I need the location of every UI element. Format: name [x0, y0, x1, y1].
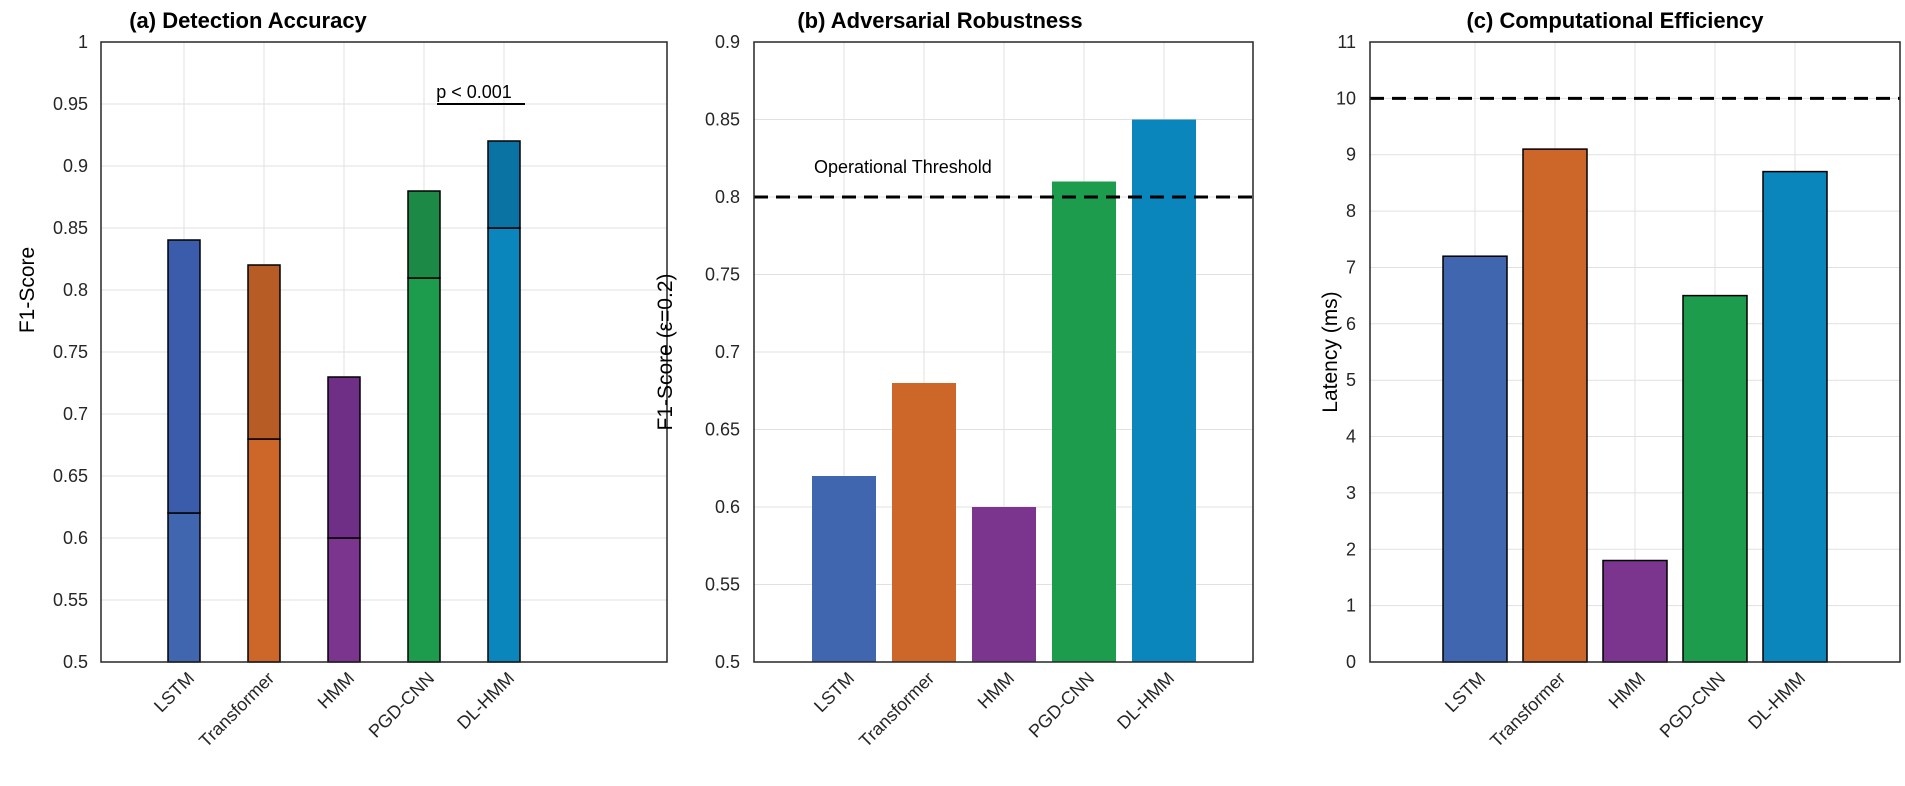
x-tick-label: PGD-CNN [1025, 668, 1099, 742]
y-tick-label: 1 [1346, 596, 1356, 616]
panel-a-ylabel: F1-Score [16, 247, 39, 333]
bar-pgd-cnn [1682, 294, 1748, 663]
y-tick-label: 2 [1346, 539, 1356, 559]
y-tick-label: 0.85 [53, 218, 88, 238]
panel-b-bars [812, 119, 1196, 662]
y-tick-label: 1 [78, 32, 88, 52]
bar-dl-hmm [1762, 170, 1828, 663]
reference-line-label: Operational Threshold [814, 157, 992, 177]
bar-pgd-cnn [1052, 181, 1116, 662]
panel-a-axes-box [100, 41, 668, 663]
x-tick-label: HMM [1605, 668, 1650, 713]
y-tick-label: 0.7 [715, 342, 740, 362]
y-tick-label: 0.65 [53, 466, 88, 486]
y-tick-label: 0.75 [705, 265, 740, 285]
y-tick-label: 5 [1346, 370, 1356, 390]
panel-b-title: (b) Adversarial Robustness [797, 8, 1082, 33]
bar-hmm-improvement [327, 376, 361, 539]
x-tick-label: HMM [974, 668, 1019, 713]
y-tick-label: 0 [1346, 652, 1356, 672]
panel-c-title: (c) Computational Efficiency [1466, 8, 1764, 33]
bar-dl-hmm-base [487, 227, 521, 663]
x-tick-label: Transformer [855, 668, 938, 751]
bar-transformer-improvement [247, 264, 281, 440]
y-tick-label: 0.8 [715, 187, 740, 207]
x-tick-label: LSTM [1441, 668, 1489, 716]
panel-a-ticks: 0.5 0.55 0.6 0.65 0.7 0.75 0.8 0.85 0.9 … [53, 32, 518, 751]
x-tick-label: PGD-CNN [1656, 668, 1730, 742]
panel-adversarial-robustness: (b) Adversarial Robustness F1-Score (ε=0… [654, 8, 1254, 751]
y-tick-label: 0.7 [63, 404, 88, 424]
panel-c-ylabel: Latency (ms) [1319, 291, 1342, 412]
bar-transformer [892, 383, 956, 662]
y-tick-label: 8 [1346, 201, 1356, 221]
panel-detection-accuracy: (a) Detection Accuracy F1-Score [16, 8, 668, 751]
x-tick-label: Transformer [1486, 668, 1569, 751]
significance-label: p < 0.001 [436, 82, 512, 102]
y-tick-label: 7 [1346, 258, 1356, 278]
panel-c-axes-box [1369, 41, 1901, 663]
panel-b-axes-box [753, 41, 1254, 663]
bar-dl-hmm [1132, 119, 1196, 662]
panel-b-ylabel: F1-Score (ε=0.2) [654, 274, 677, 431]
panel-c-bars [1442, 148, 1828, 663]
y-tick-label: 0.55 [705, 575, 740, 595]
bar-lstm [1442, 255, 1508, 663]
y-tick-label: 0.6 [63, 528, 88, 548]
y-tick-label: 0.85 [705, 110, 740, 130]
y-tick-label: 0.5 [63, 652, 88, 672]
x-tick-label: LSTM [810, 668, 858, 716]
bar-lstm-base [167, 512, 201, 663]
bar-pgd-cnn-improvement [407, 190, 441, 279]
bar-hmm [1602, 559, 1668, 663]
x-tick-label: LSTM [150, 668, 198, 716]
bar-transformer [1522, 148, 1588, 663]
y-tick-label: 10 [1336, 88, 1356, 108]
x-tick-label: HMM [314, 668, 359, 713]
y-tick-label: 0.8 [63, 280, 88, 300]
x-tick-label: DL-HMM [1744, 668, 1809, 733]
bar-hmm-base [327, 537, 361, 663]
y-tick-label: 6 [1346, 314, 1356, 334]
panel-a-bars [167, 140, 521, 663]
y-tick-label: 11 [1337, 32, 1356, 52]
y-tick-label: 0.65 [705, 420, 740, 440]
bar-dl-hmm-improvement [487, 140, 521, 229]
bar-hmm [972, 507, 1036, 662]
x-tick-label: DL-HMM [1113, 668, 1178, 733]
y-tick-label: 0.55 [53, 590, 88, 610]
y-tick-label: 0.9 [715, 32, 740, 52]
y-tick-label: 3 [1346, 483, 1356, 503]
y-tick-label: 4 [1346, 427, 1356, 447]
panel-a-title: (a) Detection Accuracy [129, 8, 367, 33]
x-tick-label: PGD-CNN [365, 668, 439, 742]
y-tick-label: 0.9 [63, 156, 88, 176]
bar-lstm [812, 476, 876, 662]
bar-lstm-improvement [167, 239, 201, 514]
bar-pgd-cnn-base [407, 277, 441, 663]
bar-transformer-base [247, 438, 281, 663]
y-tick-label: 0.5 [715, 652, 740, 672]
panel-computational-efficiency: (c) Computational Efficiency Latency (ms… [1319, 8, 1901, 751]
x-tick-label: DL-HMM [453, 668, 518, 733]
y-tick-label: 0.6 [715, 497, 740, 517]
y-tick-label: 0.75 [53, 342, 88, 362]
x-tick-label: Transformer [195, 668, 278, 751]
y-tick-label: 0.95 [53, 94, 88, 114]
panel-a-annotation: p < 0.001 [436, 82, 525, 105]
y-tick-label: 9 [1346, 145, 1356, 165]
